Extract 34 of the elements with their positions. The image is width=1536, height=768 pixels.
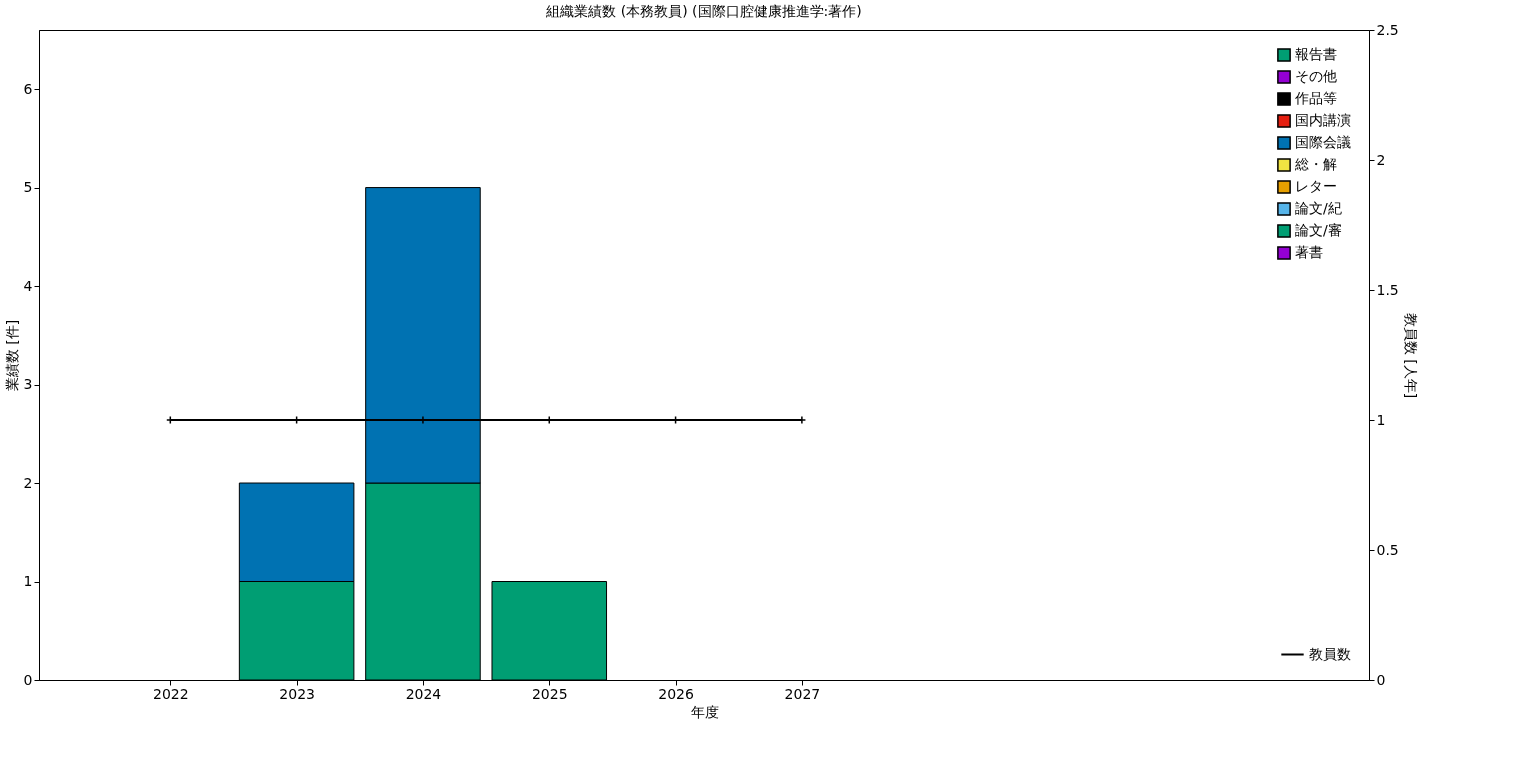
y-tick-label: 2 [23, 474, 33, 491]
legend-label: 論文/紀 [1295, 200, 1342, 216]
x-tick-label: 2025 [531, 685, 568, 702]
legend-label: 報告書 [1295, 46, 1337, 62]
y-tick-label: 3 [23, 376, 33, 393]
y2-axis-title: 教員数 [人年] [1402, 312, 1419, 399]
y-tick-label: 0 [23, 671, 33, 688]
y-tick-label: 6 [23, 80, 33, 97]
legend-label: 論文/審 [1295, 222, 1342, 238]
y-tick-label: 5 [23, 179, 33, 196]
y2-tick-label: 0 [1376, 671, 1386, 688]
legend-label: 教員数 [1309, 645, 1351, 662]
y2-tick-label: 2.5 [1376, 21, 1399, 38]
legend-label: 国際会議 [1295, 134, 1351, 150]
y-tick-label: 1 [23, 573, 33, 590]
x-tick-label: 2024 [405, 685, 442, 702]
legend-label: レター [1295, 178, 1337, 194]
x-tick-label: 2023 [279, 685, 315, 702]
y-axis-title: 業績数 [件] [3, 319, 20, 392]
x-tick-label: 2022 [153, 685, 189, 702]
x-tick-label: 2027 [784, 685, 821, 702]
y2-tick-label: 1.5 [1376, 281, 1399, 298]
legend-label: 著書 [1295, 244, 1323, 260]
x-axis-title: 年度 [690, 703, 719, 720]
y2-tick-label: 2 [1376, 151, 1386, 168]
y2-tick-label: 0.5 [1376, 541, 1399, 558]
legend-label: 作品等 [1294, 90, 1337, 106]
y-tick-label: 4 [23, 277, 33, 294]
legend-label: 総・解 [1294, 156, 1337, 172]
chart-title: 組織業績数 (本務教員) (国際口腔健康推進学:著作) [545, 3, 862, 19]
legend-label: その他 [1295, 68, 1337, 84]
x-tick-label: 2026 [658, 685, 694, 702]
legend-label: 国内講演 [1295, 112, 1351, 128]
y2-tick-label: 1 [1376, 411, 1386, 428]
